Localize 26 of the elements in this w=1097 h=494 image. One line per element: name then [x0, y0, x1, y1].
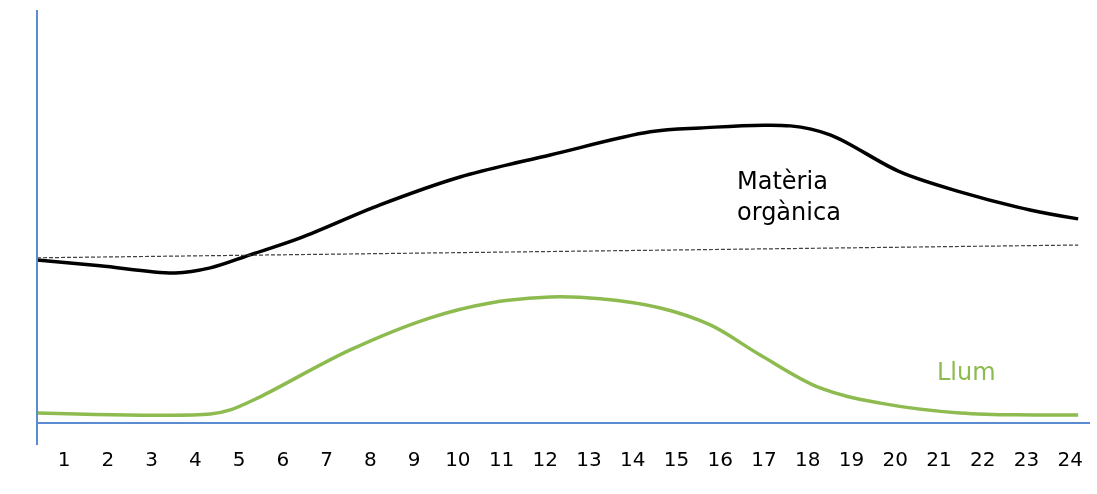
x-tick-label: 15 [663, 447, 690, 471]
x-tick-label: 10 [445, 447, 471, 471]
x-tick-label: 18 [795, 447, 821, 471]
series-label: Matèria orgànica [737, 167, 841, 227]
x-tick-label: 4 [189, 447, 202, 471]
x-tick-label: 3 [145, 447, 158, 471]
x-tick-label: 12 [532, 447, 559, 471]
x-tick-label: 11 [488, 447, 515, 471]
x-tick-label: 8 [363, 447, 377, 471]
x-tick-label: 17 [751, 447, 777, 471]
x-tick-label: 21 [926, 447, 952, 471]
x-tick-label: 20 [882, 447, 909, 471]
x-tick-label: 5 [232, 447, 246, 471]
x-tick-label: 22 [970, 447, 996, 471]
x-tick-label: 14 [620, 447, 646, 471]
x-tick-label: 6 [276, 447, 290, 471]
x-tick-label: 24 [1057, 447, 1084, 471]
x-tick-label: 9 [407, 447, 421, 471]
series-label: Llum [937, 358, 996, 386]
x-tick-label: 7 [320, 447, 333, 471]
x-tick-label: 13 [576, 447, 602, 471]
x-tick-label: 2 [101, 447, 115, 471]
x-tick-label: 23 [1013, 447, 1040, 471]
x-tick-label: 19 [838, 447, 865, 471]
x-tick-label: 16 [707, 447, 734, 471]
x-tick-label: 1 [57, 447, 71, 471]
